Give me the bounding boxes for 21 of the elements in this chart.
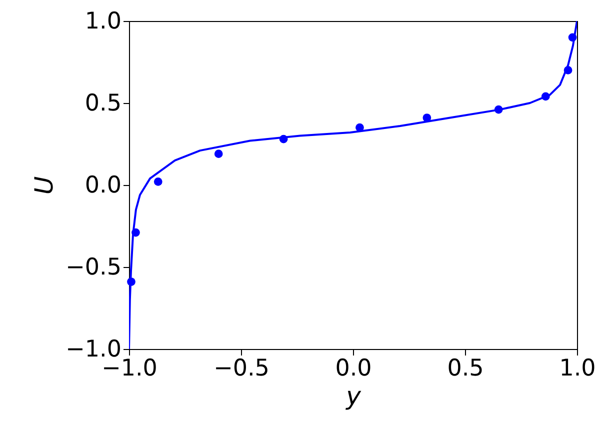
point bbox=[279, 134, 288, 144]
x-tick-label: 1.0 bbox=[559, 356, 596, 382]
y-tick-label: 0.5 bbox=[84, 90, 122, 116]
x-tick-label: 0.0 bbox=[335, 356, 372, 382]
point bbox=[541, 92, 550, 101]
point bbox=[356, 123, 364, 132]
point bbox=[214, 150, 223, 158]
point bbox=[422, 114, 432, 122]
point bbox=[568, 33, 577, 42]
x-tick-label: −0.5 bbox=[214, 356, 270, 382]
x-tick-label: 0.5 bbox=[447, 356, 484, 382]
point bbox=[564, 66, 572, 74]
point bbox=[494, 105, 503, 114]
y-tick-label: 1.0 bbox=[84, 8, 122, 34]
x-axis-title: y bbox=[345, 382, 362, 410]
y-tick-label: 0.0 bbox=[84, 172, 122, 198]
point bbox=[127, 278, 136, 286]
y-tick-label: −0.5 bbox=[66, 254, 122, 280]
point bbox=[132, 228, 140, 237]
point bbox=[154, 178, 162, 186]
y-axis-title: U bbox=[30, 176, 59, 195]
